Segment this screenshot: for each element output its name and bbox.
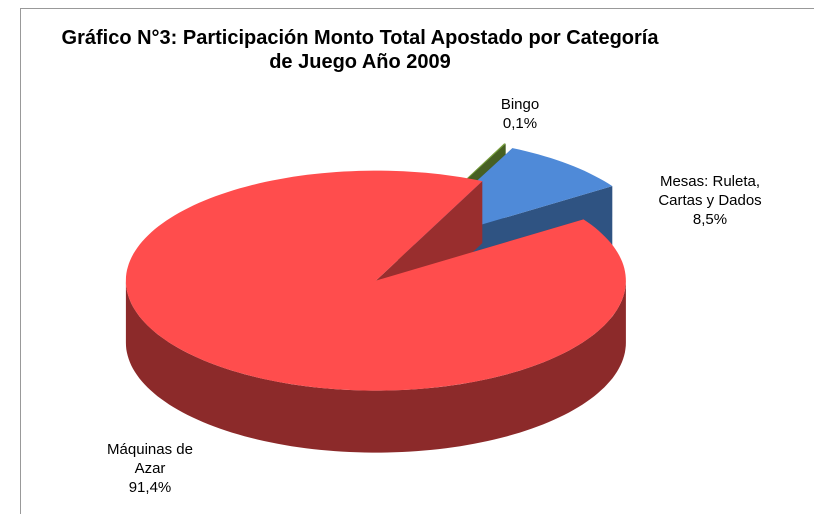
chart-frame — [20, 8, 814, 514]
slice-label-name: Bingo — [500, 96, 540, 113]
slice-label: Mesas: Ruleta, Cartas y Dados 8,5% — [640, 172, 780, 229]
slice-label-name: Mesas: Ruleta, Cartas y Dados — [658, 173, 762, 209]
chart-title: Gráfico N°3: Participación Monto Total A… — [61, 27, 659, 73]
slice-label-value: 91,4% — [128, 479, 172, 496]
slice-label-value: 8,5% — [692, 211, 728, 228]
slice-label: Bingo 0,1% — [470, 95, 570, 133]
pie-slice — [125, 170, 626, 391]
slice-label-value: 0,1% — [502, 115, 538, 132]
slice-label: Máquinas de Azar 91,4% — [95, 440, 205, 497]
slice-side — [125, 280, 626, 453]
slice-label-name: Máquinas de Azar — [107, 441, 193, 477]
